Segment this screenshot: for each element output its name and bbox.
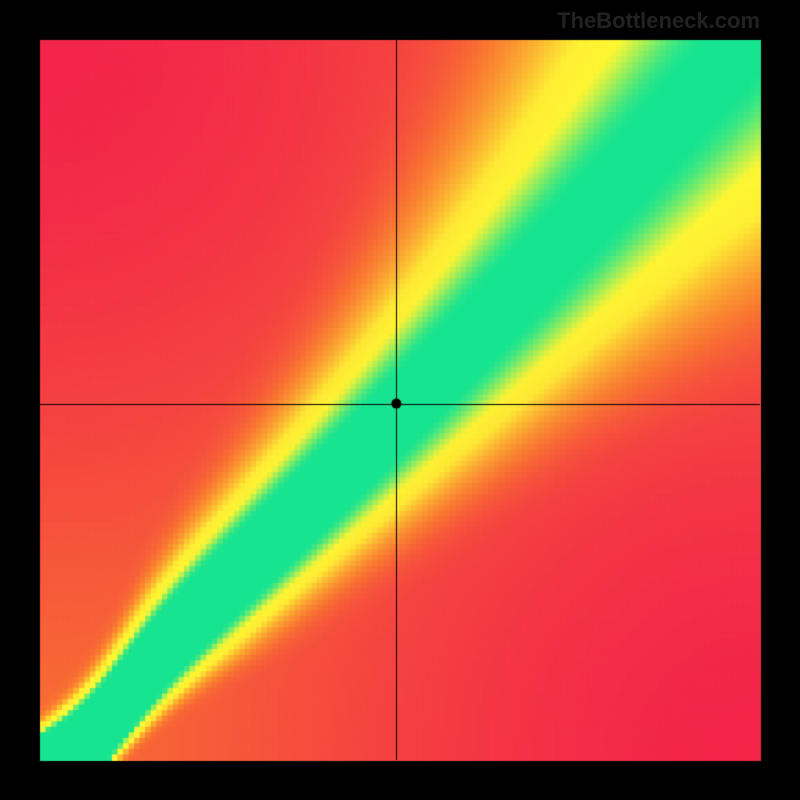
bottleneck-heatmap bbox=[0, 0, 800, 800]
watermark-text: TheBottleneck.com bbox=[557, 8, 760, 34]
chart-container: TheBottleneck.com bbox=[0, 0, 800, 800]
